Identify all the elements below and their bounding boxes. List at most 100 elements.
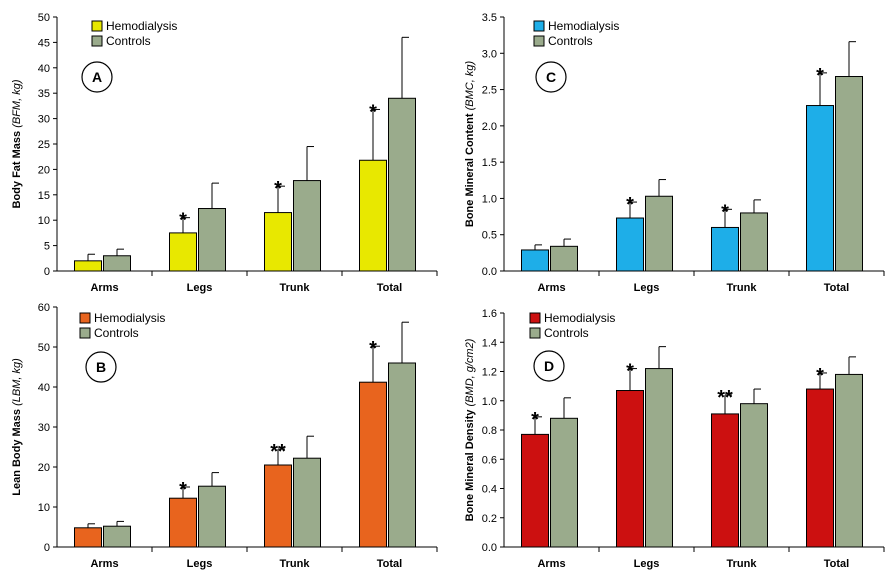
y-tick-label: 0 bbox=[44, 266, 50, 278]
bar-controls bbox=[550, 245, 578, 272]
bar-hemodialysis bbox=[169, 232, 197, 272]
chart-panel-d: 0.0 0.2 0.4 0.6 0.8 1.0 1.2 1.4 1.6 Bone Mineral … bbox=[464, 308, 885, 570]
legend-swatch bbox=[79, 327, 91, 339]
chart-panel-a: 0 5 10 15 20 25 30 35 40 45 50 Body Fat Mass (BFM, … bbox=[11, 12, 438, 294]
y-tick-label: 40 bbox=[38, 382, 50, 394]
panel-letter: C bbox=[546, 69, 556, 85]
y-tick-label: 0.2 bbox=[482, 513, 497, 525]
x-tick-label: Total bbox=[824, 282, 849, 294]
x-tick-label: Total bbox=[824, 558, 849, 570]
bar-hemodialysis bbox=[806, 388, 834, 548]
y-tick-label: 10 bbox=[38, 215, 50, 227]
x-tick-label: Legs bbox=[634, 558, 660, 570]
y-tick-label: 2.5 bbox=[482, 85, 497, 97]
significance-marker: ** bbox=[270, 441, 286, 463]
bar-hemodialysis bbox=[74, 527, 102, 548]
significance-marker: * bbox=[721, 201, 729, 223]
bar-controls bbox=[293, 457, 321, 548]
legend-swatch bbox=[529, 312, 541, 324]
significance-marker: * bbox=[369, 101, 377, 123]
legend-swatch bbox=[91, 35, 103, 47]
y-tick-label: 0.8 bbox=[482, 425, 497, 437]
chart-panel-c: 0.0 0.5 1.0 1.5 2.0 2.5 3.0 3.5 Bone Mineral Con… bbox=[464, 12, 885, 294]
y-tick-label: 1.2 bbox=[482, 367, 497, 379]
bar-hemodialysis bbox=[711, 413, 739, 548]
y-tick-label: 0.4 bbox=[482, 484, 497, 496]
bar-hemodialysis bbox=[169, 497, 197, 548]
bar-controls bbox=[293, 180, 321, 272]
x-tick-label: Trunk bbox=[727, 282, 758, 294]
bar-controls bbox=[198, 208, 226, 272]
significance-marker: * bbox=[179, 210, 187, 232]
y-tick-label: 1.0 bbox=[482, 396, 497, 408]
bar-controls bbox=[198, 485, 226, 548]
panel-letter: B bbox=[96, 359, 106, 375]
x-tick-label: Arms bbox=[90, 558, 118, 570]
bar-hemodialysis bbox=[806, 105, 834, 272]
panel-letter: D bbox=[544, 358, 554, 374]
significance-marker: * bbox=[626, 194, 634, 216]
legend-swatch bbox=[529, 327, 541, 339]
x-tick-label: Arms bbox=[537, 558, 565, 570]
y-tick-label: 0 bbox=[44, 542, 50, 554]
y-tick-label: 60 bbox=[38, 302, 50, 314]
y-tick-label: 1.0 bbox=[482, 193, 497, 205]
panel-circle bbox=[535, 61, 567, 93]
y-tick-label: 2.0 bbox=[482, 121, 497, 133]
y-tick-label: 0.5 bbox=[482, 230, 497, 242]
y-tick-label: 30 bbox=[38, 114, 50, 126]
y-axis-label-title: Lean Body Mass bbox=[11, 406, 23, 496]
panel-circle bbox=[81, 61, 113, 93]
significance-marker: ** bbox=[717, 387, 733, 409]
bar-controls bbox=[645, 368, 673, 548]
significance-marker: * bbox=[274, 178, 282, 200]
x-tick-label: Trunk bbox=[280, 282, 311, 294]
x-tick-label: Legs bbox=[187, 558, 213, 570]
significance-marker: * bbox=[179, 479, 187, 501]
y-tick-label: 3.5 bbox=[482, 12, 497, 24]
bar-hemodialysis bbox=[616, 390, 644, 548]
y-tick-label: 1.6 bbox=[482, 308, 497, 320]
legend-label: Hemodialysis bbox=[548, 19, 619, 33]
bar-controls bbox=[740, 212, 768, 272]
x-tick-label: Legs bbox=[634, 282, 660, 294]
x-tick-label: Total bbox=[377, 282, 402, 294]
y-tick-label: 50 bbox=[38, 342, 50, 354]
bar-hemodialysis bbox=[359, 159, 387, 272]
y-tick-label: 30 bbox=[38, 422, 50, 434]
chart-panel-b: 0 10 20 30 40 50 60 Lean Body Mass (LBM, kg) Arm… bbox=[11, 302, 438, 570]
y-tick-label: 1.4 bbox=[482, 337, 497, 349]
y-tick-label: 35 bbox=[38, 88, 50, 100]
legend-swatch bbox=[533, 20, 545, 32]
legend-swatch bbox=[79, 312, 91, 324]
y-tick-label: 45 bbox=[38, 37, 50, 49]
legend-label: Controls bbox=[548, 34, 593, 48]
legend-label: Controls bbox=[94, 326, 139, 340]
y-tick-label: 0.0 bbox=[482, 542, 497, 554]
panel-circle bbox=[85, 351, 117, 383]
legend-label: Hemodialysis bbox=[106, 19, 177, 33]
y-axis-label: Lean Body Mass (LBM, kg) bbox=[11, 358, 23, 496]
y-tick-label: 15 bbox=[38, 190, 50, 202]
y-tick-label: 0.0 bbox=[482, 266, 497, 278]
legend-label: Controls bbox=[544, 326, 589, 340]
y-axis-label-unit: (LBM, kg) bbox=[11, 358, 23, 406]
x-tick-label: Total bbox=[377, 558, 402, 570]
bar-controls bbox=[740, 403, 768, 548]
y-tick-label: 50 bbox=[38, 12, 50, 24]
y-tick-label: 40 bbox=[38, 63, 50, 75]
y-tick-label: 3.0 bbox=[482, 48, 497, 60]
y-tick-label: 0.6 bbox=[482, 454, 497, 466]
y-tick-label: 5 bbox=[44, 241, 50, 253]
y-axis-label-title: Bone Mineral Content bbox=[464, 110, 476, 227]
y-tick-label: 20 bbox=[38, 462, 50, 474]
panel-letter: A bbox=[92, 69, 102, 85]
bar-hemodialysis bbox=[521, 433, 549, 548]
y-axis-label-unit: (BMD, g/cm2) bbox=[464, 338, 476, 406]
y-axis-label: Body Fat Mass (BFM, kg) bbox=[11, 79, 23, 208]
y-tick-label: 20 bbox=[38, 164, 50, 176]
bar-hemodialysis bbox=[264, 212, 292, 272]
bar-controls bbox=[835, 373, 863, 548]
x-tick-label: Legs bbox=[187, 282, 213, 294]
